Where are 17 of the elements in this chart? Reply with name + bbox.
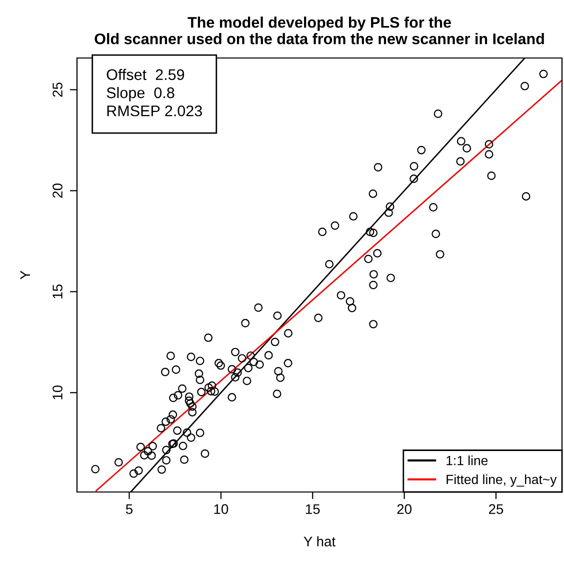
legend-label: 1:1 line bbox=[446, 456, 488, 466]
y-tick-label: 25 bbox=[52, 82, 62, 97]
annotation: Slope 0.8 bbox=[106, 86, 174, 102]
annotation: RMSEP 2.023 bbox=[107, 105, 202, 116]
x-tick-label: 10 bbox=[214, 504, 228, 514]
x-tick-label: 15 bbox=[306, 504, 320, 514]
y-axis-title: Y bbox=[20, 270, 30, 280]
x-tick-label: 5 bbox=[126, 504, 133, 514]
y-tick-label: 10 bbox=[52, 385, 62, 400]
y-tick-label: 15 bbox=[52, 284, 62, 298]
legend-label: Fitted line, y_hat~y bbox=[446, 474, 557, 487]
chart-title: The model developed by PLS for the Old scanner used on the data from the new scanner in Iceland bbox=[94, 16, 544, 44]
x-axis-title: Y hat bbox=[304, 536, 336, 546]
x-tick-label: 20 bbox=[397, 504, 412, 514]
annotation: Offset 2.59 bbox=[106, 68, 184, 80]
y-tick-label: 20 bbox=[52, 184, 62, 198]
x-tick-label: 25 bbox=[488, 504, 504, 514]
